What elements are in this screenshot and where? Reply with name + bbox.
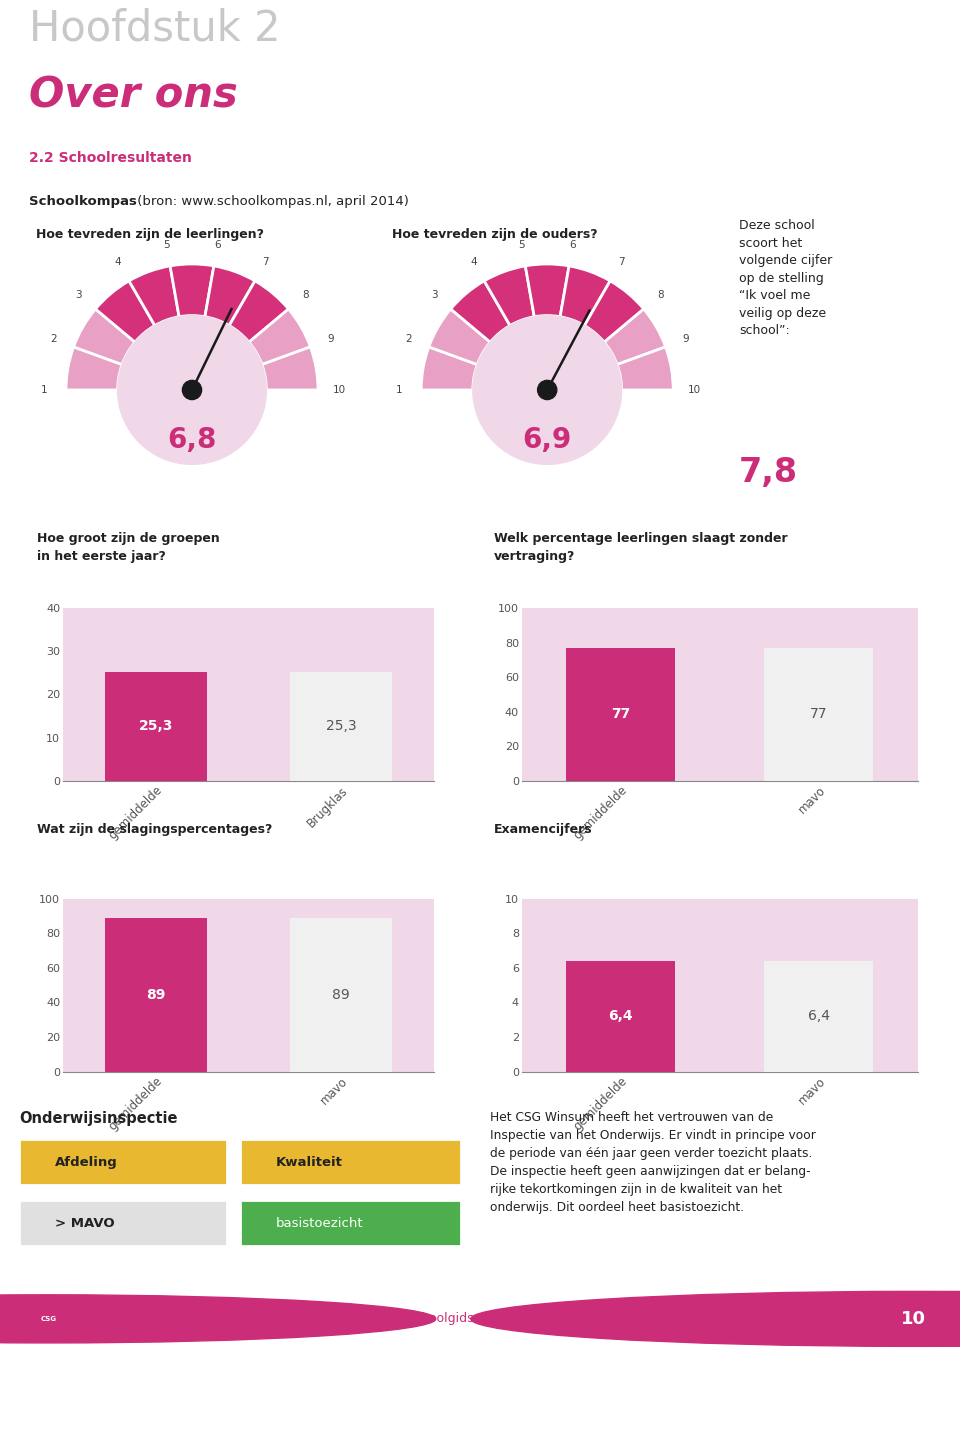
Text: Welk percentage leerlingen slaagt zonder
vertraging?: Welk percentage leerlingen slaagt zonder…: [493, 533, 787, 563]
Bar: [290, 918, 393, 1071]
Text: Examencijfers: Examencijfers: [493, 823, 592, 836]
Circle shape: [0, 1295, 436, 1343]
FancyBboxPatch shape: [240, 1200, 461, 1246]
Wedge shape: [129, 266, 180, 325]
Text: 6: 6: [569, 239, 576, 249]
Wedge shape: [525, 263, 569, 316]
Wedge shape: [66, 347, 122, 390]
Text: Schoolkompas: Schoolkompas: [29, 195, 136, 208]
Bar: [105, 672, 206, 780]
Wedge shape: [585, 281, 644, 342]
Text: 10: 10: [333, 385, 347, 395]
Text: 7,8: 7,8: [739, 457, 799, 490]
Bar: [764, 961, 873, 1071]
Text: 2: 2: [50, 335, 57, 345]
Text: 89: 89: [332, 988, 350, 1001]
FancyBboxPatch shape: [19, 1140, 227, 1186]
Text: 2: 2: [405, 335, 412, 345]
Wedge shape: [450, 281, 510, 342]
Circle shape: [470, 1292, 960, 1346]
Circle shape: [473, 315, 622, 464]
Text: Onderwijsinspectie: Onderwijsinspectie: [19, 1111, 178, 1126]
FancyBboxPatch shape: [240, 1140, 461, 1186]
Wedge shape: [204, 266, 255, 325]
Text: Afdeling: Afdeling: [55, 1156, 117, 1169]
Bar: [566, 961, 675, 1071]
Text: 10: 10: [900, 1310, 925, 1327]
Wedge shape: [421, 347, 477, 390]
Text: 10: 10: [688, 385, 702, 395]
Text: Schoolgids 2014 - 2015: Schoolgids 2014 - 2015: [406, 1312, 554, 1326]
Text: basistoezicht: basistoezicht: [276, 1217, 363, 1230]
Text: CSG: CSG: [40, 1316, 57, 1322]
Text: 1: 1: [396, 385, 403, 395]
Text: Hoe groot zijn de groepen
in het eerste jaar?: Hoe groot zijn de groepen in het eerste …: [36, 533, 220, 563]
Wedge shape: [429, 309, 491, 365]
Text: 8: 8: [301, 291, 308, 301]
Wedge shape: [249, 309, 310, 365]
Text: 2.2 Schoolresultaten: 2.2 Schoolresultaten: [29, 150, 192, 165]
Text: 7: 7: [262, 258, 269, 268]
Wedge shape: [74, 309, 135, 365]
Text: 77: 77: [612, 707, 631, 722]
Text: Hoe tevreden zijn de leerlingen?: Hoe tevreden zijn de leerlingen?: [36, 228, 265, 241]
Text: 3: 3: [431, 291, 438, 301]
Text: 9: 9: [683, 335, 689, 345]
Text: 6,8: 6,8: [167, 427, 217, 454]
Text: 6,4: 6,4: [609, 1010, 633, 1024]
Text: 3: 3: [76, 291, 83, 301]
Text: 6,9: 6,9: [522, 427, 572, 454]
Text: Hoofdstuk 2: Hoofdstuk 2: [29, 7, 280, 49]
Text: 9: 9: [327, 335, 334, 345]
Bar: [764, 647, 873, 780]
Text: 4: 4: [470, 258, 477, 268]
Circle shape: [117, 315, 266, 464]
Wedge shape: [229, 281, 289, 342]
Text: WINSUM: WINSUM: [93, 1312, 167, 1326]
Text: 6,4: 6,4: [807, 1010, 829, 1024]
Text: 77: 77: [810, 707, 828, 722]
Text: Wat zijn de slagingspercentages?: Wat zijn de slagingspercentages?: [36, 823, 272, 836]
Text: 25,3: 25,3: [138, 719, 173, 733]
Text: 8: 8: [657, 291, 663, 301]
Text: 6: 6: [214, 239, 221, 249]
Text: 1: 1: [41, 385, 48, 395]
FancyBboxPatch shape: [19, 1200, 227, 1246]
Text: Hoe tevreden zijn de ouders?: Hoe tevreden zijn de ouders?: [392, 228, 597, 241]
Circle shape: [182, 381, 202, 400]
Text: 4: 4: [115, 258, 122, 268]
Text: 5: 5: [163, 239, 170, 249]
Text: Het CSG Winsum heeft het vertrouwen van de
Inspectie van het Onderwijs. Er vindt: Het CSG Winsum heeft het vertrouwen van …: [490, 1111, 815, 1214]
Text: > MAVO: > MAVO: [55, 1217, 114, 1230]
Bar: [105, 918, 206, 1071]
Wedge shape: [560, 266, 611, 325]
Wedge shape: [484, 266, 535, 325]
Wedge shape: [617, 347, 673, 390]
Text: 5: 5: [518, 239, 525, 249]
Text: (bron: www.schoolkompas.nl, april 2014): (bron: www.schoolkompas.nl, april 2014): [132, 195, 408, 208]
Bar: [290, 672, 393, 780]
Text: Deze school
scoort het
volgende cijfer
op de stelling
“Ik voel me
veilig op deze: Deze school scoort het volgende cijfer o…: [739, 219, 832, 337]
Wedge shape: [262, 347, 318, 390]
Text: 89: 89: [146, 988, 165, 1001]
Bar: [566, 647, 675, 780]
Text: 25,3: 25,3: [326, 719, 357, 733]
Text: 7: 7: [617, 258, 624, 268]
Wedge shape: [95, 281, 155, 342]
Wedge shape: [170, 263, 214, 316]
Text: Over ons: Over ons: [29, 74, 237, 116]
Text: Kwaliteit: Kwaliteit: [276, 1156, 342, 1169]
Wedge shape: [604, 309, 665, 365]
Circle shape: [538, 381, 557, 400]
